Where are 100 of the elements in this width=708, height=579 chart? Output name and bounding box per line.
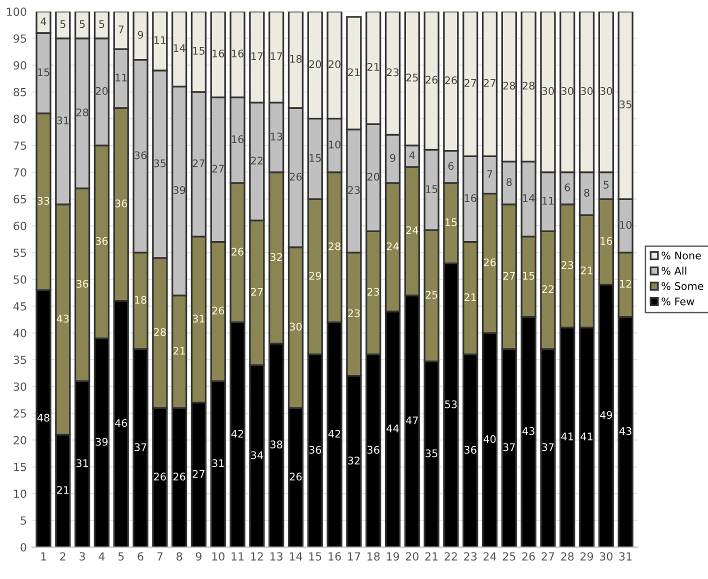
x-tick-label: 20	[406, 552, 418, 561]
x-tick-label: 17	[348, 552, 360, 560]
x-tick-label: 12	[251, 552, 263, 560]
data-label: 34	[251, 451, 263, 460]
x-tick-label: 15	[309, 552, 322, 561]
data-label: 8	[584, 188, 590, 197]
data-label: 43	[522, 427, 534, 436]
x-tick-label: 13	[270, 552, 283, 561]
data-label: 4	[409, 151, 415, 160]
x-tick-label: 29	[580, 552, 594, 561]
y-tick-label: 70	[14, 168, 26, 177]
data-label: 31	[212, 459, 224, 468]
data-label: 6	[448, 162, 454, 170]
data-label: 23	[386, 68, 399, 76]
data-label: 20	[328, 60, 340, 68]
data-label: 22	[251, 156, 263, 164]
data-label: 26	[290, 472, 302, 481]
y-tick-label: 40	[13, 328, 26, 338]
data-label: 5	[99, 20, 104, 28]
data-label: 7	[487, 170, 492, 178]
data-label: 21	[173, 346, 185, 355]
data-label: 15	[426, 185, 438, 193]
data-label: 18	[290, 54, 302, 63]
data-label: 46	[114, 419, 128, 427]
data-label: 27	[503, 272, 515, 280]
x-tick-label: 26	[522, 552, 535, 561]
x-tick-label: 9	[196, 552, 202, 561]
data-label: 12	[620, 280, 632, 288]
data-label: 17	[251, 52, 263, 60]
data-label: 16	[232, 50, 244, 58]
data-label: 27	[212, 164, 224, 172]
data-label: 15	[523, 272, 534, 280]
data-label: 39	[173, 186, 186, 194]
data-label: 24	[406, 226, 418, 234]
y-tick-label: 20	[14, 436, 26, 444]
data-label: 21	[57, 486, 69, 494]
y-tick-label: 10	[14, 490, 26, 498]
data-label: 24	[386, 242, 399, 250]
y-tick-label: 45	[13, 302, 26, 311]
x-tick-label: 16	[328, 552, 341, 561]
data-label: 26	[290, 172, 302, 181]
data-label: 37	[134, 443, 146, 452]
legend-label: % Few	[662, 297, 694, 306]
x-tick-label: 31	[619, 552, 632, 561]
x-tick-label: 7	[157, 552, 162, 560]
x-tick-label: 28	[561, 552, 574, 561]
data-label: 35	[426, 449, 438, 458]
y-tick-label: 65	[14, 195, 26, 204]
data-label: 43	[56, 314, 69, 323]
data-label: 23	[561, 261, 574, 269]
data-label: 23	[367, 288, 380, 296]
x-tick-label: 22	[444, 552, 457, 560]
data-label: 41	[580, 432, 592, 440]
data-label: 38	[270, 440, 282, 448]
data-label: 8	[506, 178, 512, 186]
data-label: 33	[38, 196, 50, 205]
data-label: 21	[580, 266, 592, 274]
data-label: 42	[328, 430, 340, 438]
data-label: 21	[367, 62, 379, 71]
data-label: 26	[173, 472, 186, 481]
y-tick-label: 85	[14, 88, 26, 96]
data-label: 28	[76, 108, 88, 116]
data-label: 36	[96, 237, 108, 245]
data-label: 48	[37, 414, 50, 422]
data-label: 37	[503, 443, 515, 452]
x-tick-label: 19	[386, 552, 400, 561]
data-label: 23	[348, 309, 360, 318]
data-label: 28	[503, 82, 516, 90]
x-tick-label: 14	[290, 552, 302, 560]
data-label: 31	[57, 116, 69, 124]
data-label: 42	[231, 430, 244, 438]
legend-label: % Some	[662, 282, 704, 290]
data-label: 30	[562, 87, 574, 95]
data-label: 15	[38, 68, 50, 76]
data-label: 49	[600, 411, 612, 419]
data-label: 29	[309, 272, 322, 280]
x-tick-label: 23	[464, 552, 477, 561]
data-label: 26	[212, 306, 224, 315]
data-label: 17	[270, 52, 282, 60]
data-label: 20	[367, 172, 380, 181]
x-tick-label: 10	[212, 552, 224, 561]
data-label: 36	[115, 200, 128, 208]
data-label: 26	[445, 76, 457, 84]
data-label: 13	[270, 132, 282, 140]
data-label: 11	[116, 74, 127, 82]
data-label: 9	[390, 154, 396, 162]
data-label: 16	[232, 135, 244, 144]
y-tick-label: 75	[14, 142, 26, 150]
data-label: 27	[484, 79, 496, 87]
data-label: 43	[619, 427, 632, 436]
data-label: 5	[80, 20, 85, 28]
data-label: 37	[542, 443, 554, 452]
y-tick-label: 60	[14, 222, 26, 230]
data-label: 21	[348, 68, 360, 76]
data-label: 26	[154, 472, 166, 481]
data-label: 26	[484, 258, 496, 266]
y-tick-label: 30	[14, 382, 26, 391]
legend-label: % All	[662, 266, 686, 275]
y-tick-label: 15	[14, 462, 26, 472]
data-label: 32	[348, 456, 360, 464]
